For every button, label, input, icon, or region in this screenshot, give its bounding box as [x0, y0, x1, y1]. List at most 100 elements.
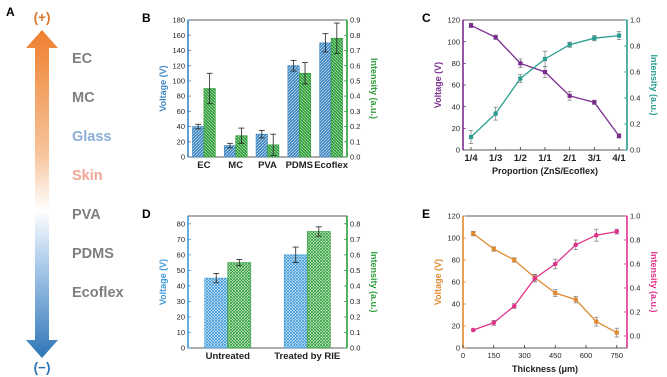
panel-label-c: C — [422, 11, 431, 25]
x-axis-title-c: Proportion (ZnS/Ecoflex) — [492, 166, 598, 176]
right-tick-label-b: 0.6 — [350, 61, 360, 70]
left-tick-label-d: 70 — [177, 235, 185, 244]
data-point-c-s1 — [616, 33, 622, 38]
panel-label-d: D — [142, 207, 151, 221]
x-tick-label-c: 1/2 — [514, 153, 527, 164]
material-list: EC MC Glass Skin PVA PDMS Ecoflex — [72, 51, 124, 301]
x-tick-label-e: 150 — [487, 351, 500, 360]
right-tick-label-d: 0.6 — [350, 250, 360, 259]
left-tick-label-c: 80 — [452, 59, 460, 68]
data-point-e-s1 — [491, 320, 497, 326]
right-tick-label-c: 0.8 — [630, 42, 640, 51]
bar-d-s1 — [306, 231, 331, 349]
left-tick-label-e: 40 — [452, 300, 460, 309]
x-tick-label-c: 1/3 — [489, 153, 502, 164]
panel-b: B 0 20 40 60 80 100 120 140 160 180 0.0 0.1 0.2 0.3 0.… — [142, 11, 379, 171]
left-tick-label-c: 120 — [447, 16, 460, 25]
data-point-c-s1 — [518, 76, 523, 81]
bar-b-s1 — [330, 37, 343, 158]
data-point-e-s1 — [532, 276, 538, 281]
data-point-e-s0 — [614, 330, 619, 335]
left-tick-label-b: 120 — [172, 61, 185, 70]
left-tick-label-e: 60 — [452, 278, 460, 287]
x-tick-label-c: 4/1 — [612, 153, 626, 164]
left-tick-label-b: 140 — [172, 46, 185, 55]
left-tick-label-b: 180 — [172, 16, 185, 25]
left-tick-label-b: 80 — [177, 92, 185, 101]
series-line-e-s1 — [473, 230, 617, 331]
right-tick-label-b: 0.3 — [350, 107, 360, 116]
x-tick-label-e: 300 — [518, 351, 531, 360]
right-tick-label-b: 0.9 — [350, 16, 360, 25]
series-line-e-s0 — [472, 233, 618, 334]
right-tick-label-c: 0.4 — [630, 94, 640, 103]
data-point-e-s0 — [512, 257, 517, 263]
data-point-e-s1 — [552, 261, 558, 267]
category-label-b: MC — [228, 160, 243, 171]
panel-d: D 0 10 20 30 40 50 60 70 80 0.0 0.1 0.2 0.3 0.4 0.5 0.6… — [142, 207, 379, 362]
panel-a: A (+) (−) EC MC Glass Skin PVA PDMS Ecoflex — [6, 5, 124, 375]
left-tick-label-b: 60 — [177, 107, 185, 116]
y-axis-title-e: Voltage (V) — [433, 259, 443, 305]
right-tick-label-d: 0.7 — [350, 235, 360, 244]
left-tick-label-c: 0 — [456, 146, 460, 155]
right-tick-label-d: 0.4 — [350, 281, 360, 290]
right-tick-label-b: 0.7 — [350, 46, 360, 55]
x-tick-label-c: 2/1 — [563, 153, 577, 164]
data-point-e-s0 — [553, 290, 558, 296]
right-tick-label-e: 0.6 — [630, 260, 640, 269]
y-axis-title-d: Voltage (V) — [158, 259, 168, 305]
x-tick-label-e: 0 — [461, 351, 465, 360]
left-tick-label-e: 80 — [452, 256, 460, 265]
data-point-e-s0 — [471, 231, 476, 236]
material-pva: PVA — [72, 207, 101, 223]
data-point-c-s0 — [518, 61, 523, 66]
left-tick-label-e: 120 — [447, 212, 460, 221]
bar-b-s0 — [319, 42, 332, 158]
left-tick-label-d: 60 — [177, 250, 185, 259]
right-tick-label-c: 1.0 — [630, 16, 640, 25]
category-label-d: Treated by RIE — [274, 351, 340, 362]
material-mc: MC — [72, 90, 95, 106]
plot-frame-e — [462, 215, 628, 349]
material-skin: Skin — [72, 168, 103, 184]
series-line-c-s1 — [470, 34, 620, 138]
right-tick-label-b: 0.8 — [350, 31, 360, 40]
data-point-e-s1 — [511, 303, 517, 309]
left-tick-label-c: 100 — [447, 37, 460, 46]
y-axis-title-c: Voltage (V) — [433, 62, 443, 108]
right-tick-label-d: 0.0 — [350, 344, 360, 353]
panel-label-e: E — [422, 207, 430, 221]
right-tick-label-e: 0.4 — [630, 284, 640, 293]
right-tick-label-e: 1.0 — [630, 212, 640, 221]
right-tick-label-d: 0.3 — [350, 297, 360, 306]
x-tick-label-e: 600 — [580, 351, 593, 360]
data-point-c-s1 — [592, 36, 597, 41]
left-tick-label-e: 20 — [452, 322, 460, 331]
positive-sign-label: (+) — [34, 10, 51, 25]
right-tick-label-c: 0.0 — [630, 146, 640, 155]
right-tick-label-c: 0.2 — [630, 120, 640, 129]
data-point-e-s1 — [593, 232, 599, 238]
y-axis-title-b: Voltage (V) — [158, 65, 168, 111]
right-tick-label-b: 0.2 — [350, 122, 360, 131]
left-tick-label-d: 50 — [177, 266, 185, 275]
negative-sign-label: (−) — [34, 360, 51, 375]
data-point-c-s0 — [468, 23, 474, 28]
category-label-b: EC — [197, 160, 210, 171]
data-point-c-s0 — [542, 69, 548, 75]
data-point-e-s1 — [614, 229, 620, 234]
panel-label-b: B — [142, 11, 151, 25]
y2-axis-title-b: Intensity (a.u.) — [369, 58, 379, 119]
right-tick-label-b: 0.4 — [350, 92, 360, 101]
right-tick-label-c: 0.6 — [630, 68, 640, 77]
y2-axis-title-e: Intensity (a.u.) — [649, 251, 659, 312]
series-line-c-s0 — [470, 24, 620, 137]
triboelectric-series-arrow — [26, 30, 58, 358]
bar-b-s1 — [298, 72, 312, 158]
y2-axis-title-c: Intensity (a.u.) — [649, 54, 659, 115]
bar-b-s0 — [287, 65, 300, 158]
left-tick-label-d: 80 — [177, 219, 185, 228]
left-tick-label-d: 0 — [181, 344, 185, 353]
